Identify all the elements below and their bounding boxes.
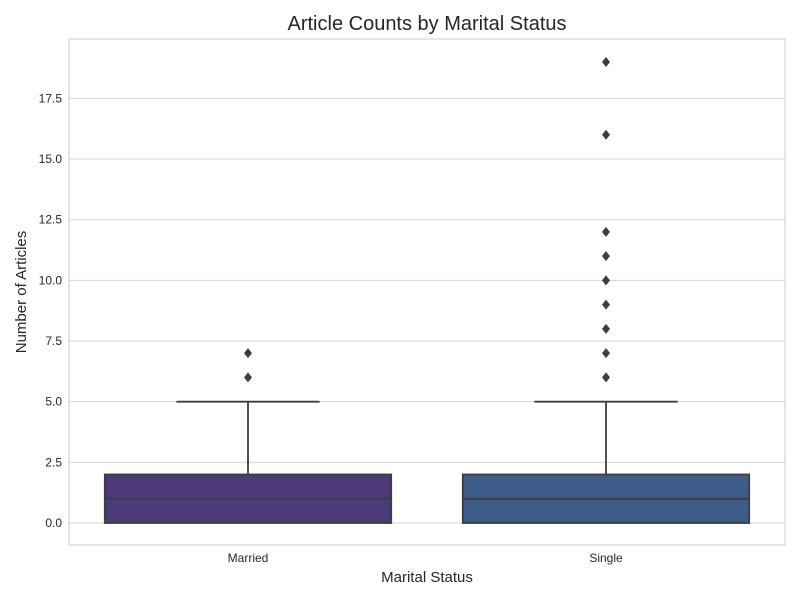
box-group-married <box>103 348 393 524</box>
y-tick-label: 0.0 <box>45 516 62 530</box>
outlier-point <box>602 323 610 334</box>
outlier-point <box>602 348 610 359</box>
boxes <box>103 57 751 524</box>
chart-title: Article Counts by Marital Status <box>288 13 567 35</box>
outlier-point <box>244 372 252 383</box>
x-tick-labels: Married Single <box>228 551 623 565</box>
y-tick-label: 10.0 <box>39 273 63 287</box>
y-tick-labels: 0.0 2.5 5.0 7.5 10.0 12.5 15.0 17.5 <box>39 91 63 530</box>
x-axis-label: Marital Status <box>381 569 473 586</box>
outlier-point <box>244 348 252 359</box>
x-tick-label: Married <box>228 551 269 565</box>
plot-frame <box>68 38 786 546</box>
y-tick-label: 12.5 <box>39 213 63 227</box>
box-group-single <box>461 57 751 524</box>
outlier-point <box>602 251 610 262</box>
outlier-point <box>602 129 610 140</box>
outlier-point <box>602 299 610 310</box>
y-tick-label: 7.5 <box>45 334 62 348</box>
y-tick-label: 15.0 <box>39 152 63 166</box>
y-axis-label: Number of Articles <box>13 231 30 354</box>
y-tick-label: 5.0 <box>45 395 62 409</box>
outlier-point <box>602 372 610 383</box>
outlier-point <box>602 275 610 286</box>
y-tick-label: 2.5 <box>45 455 62 469</box>
x-tick-label: Single <box>589 551 623 565</box>
y-tick-label: 17.5 <box>39 91 63 105</box>
outlier-point <box>602 226 610 237</box>
outlier-point <box>602 57 610 67</box>
